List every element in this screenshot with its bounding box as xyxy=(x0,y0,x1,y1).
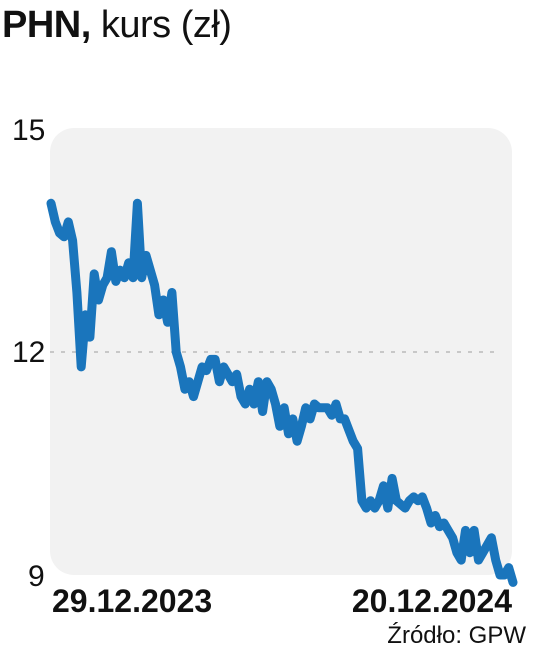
x-tick-label-start: 29.12.2023 xyxy=(52,583,212,619)
price-series-line xyxy=(46,198,518,587)
title-subtitle: kurs (zł) xyxy=(100,4,232,46)
y-tick-label-15: 15 xyxy=(12,114,45,147)
chart-title: PHN, kurs (zł) xyxy=(2,4,232,47)
x-tick-label-end: 20.12.2024 xyxy=(352,583,512,619)
source-note: Źródło: GPW xyxy=(387,622,526,649)
y-tick-label-9: 9 xyxy=(28,560,45,593)
title-ticker: PHN, xyxy=(2,4,91,46)
y-tick-label-12: 12 xyxy=(12,336,45,369)
